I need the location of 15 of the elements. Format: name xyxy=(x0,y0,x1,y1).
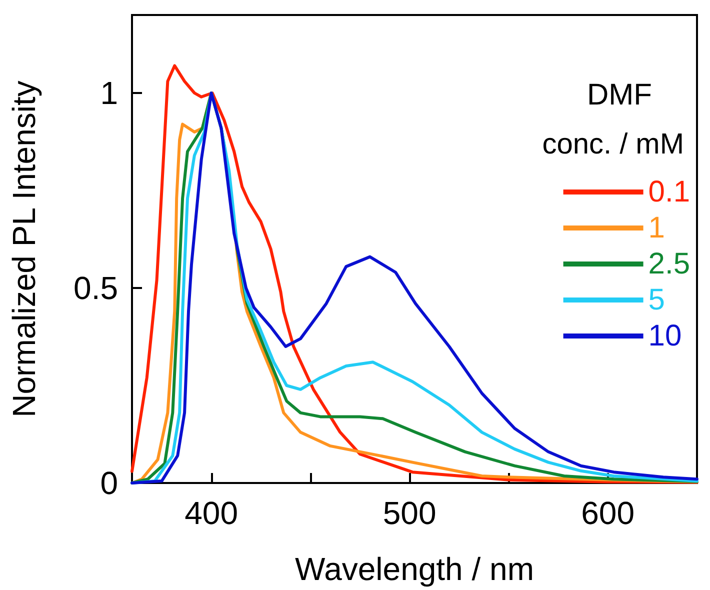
x-axis-title: Wavelength / nm xyxy=(295,551,534,587)
y-tick-label: 0 xyxy=(100,465,118,501)
y-tick-label: 0.5 xyxy=(74,270,118,306)
legend-label: 10 xyxy=(648,320,682,352)
annotation: DMF xyxy=(587,78,652,112)
y-axis-title: Normalized PL Intensity xyxy=(6,80,42,418)
legend-label: 5 xyxy=(648,284,665,316)
x-tick-label: 600 xyxy=(581,495,634,531)
legend-label: 0.1 xyxy=(648,176,690,208)
x-tick-label: 400 xyxy=(184,495,238,531)
x-tick-label: 500 xyxy=(382,495,436,531)
legend-title: conc. / mM xyxy=(542,128,684,160)
legend-label: 2.5 xyxy=(648,248,690,280)
y-tick-label: 1 xyxy=(100,75,118,111)
legend-label: 1 xyxy=(648,212,665,244)
